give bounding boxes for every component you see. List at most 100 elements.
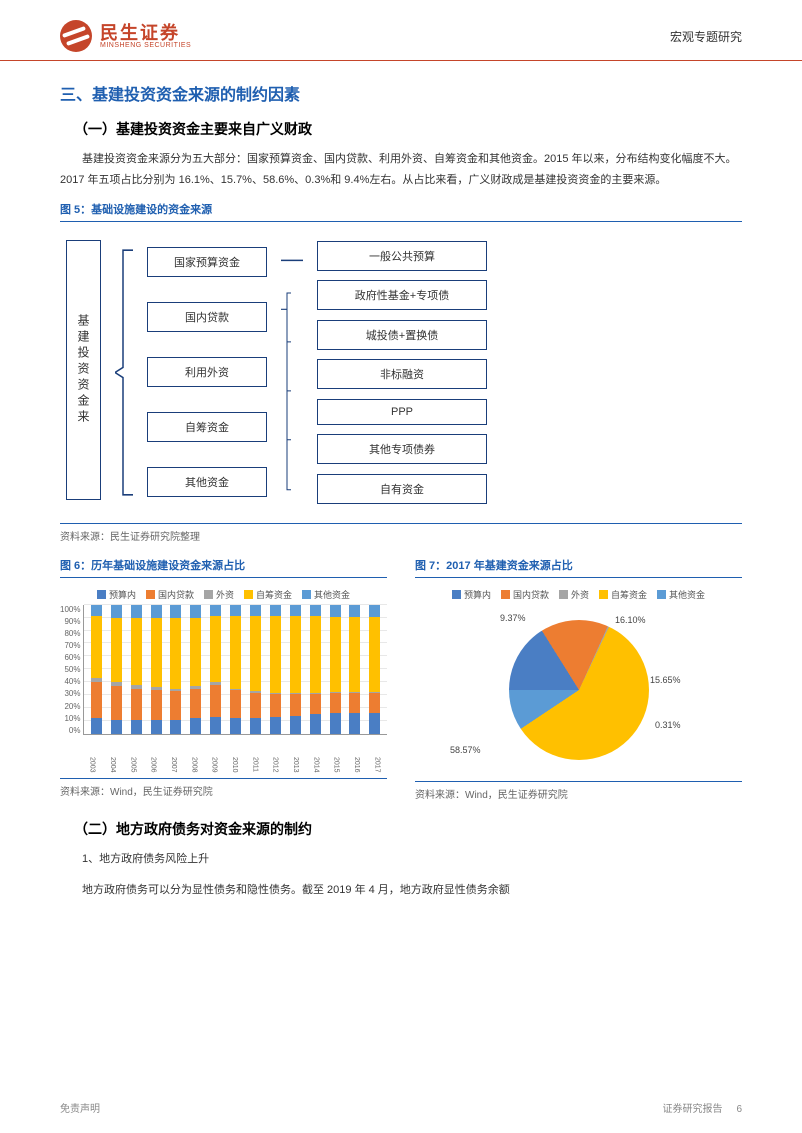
bar-segment	[270, 717, 281, 734]
diagram-mid-node: 国家预算资金	[147, 247, 267, 277]
stacked-bar	[91, 605, 102, 734]
stacked-bar	[369, 605, 380, 734]
x-tick: 2009	[211, 757, 218, 773]
bar-segment	[310, 616, 321, 692]
bar-segment	[210, 717, 221, 734]
bar-segment	[230, 605, 241, 617]
section-title: 三、基建投资资金来源的制约因素	[60, 81, 742, 105]
y-tick: 80%	[60, 629, 80, 638]
bar-segment	[91, 718, 102, 733]
figure-7: 图 7：2017 年基建资金来源占比 预算内国内贷款外资自筹资金其他资金 16.…	[415, 557, 742, 801]
diagram-right-column: 一般公共预算政府性基金+专项债城投债+置换债非标融资PPP其他专项债券自有资金	[317, 240, 487, 505]
legend-swatch	[559, 590, 568, 599]
bar-segment	[210, 685, 221, 717]
diagram-right-node: 非标融资	[317, 359, 487, 389]
page-header: 民生证券 MINSHENG SECURITIES 宏观专题研究	[0, 0, 802, 61]
legend-swatch	[302, 590, 311, 599]
bar-segment	[330, 713, 341, 734]
bar-segment	[151, 690, 162, 720]
y-tick: 40%	[60, 677, 80, 686]
stacked-bar	[151, 605, 162, 734]
bar-segment	[349, 693, 360, 714]
y-tick: 90%	[60, 617, 80, 626]
legend-item: 外资	[559, 588, 589, 601]
bar-segment	[330, 617, 341, 692]
footer-report-type: 证券研究报告	[663, 1104, 723, 1115]
y-tick: 30%	[60, 689, 80, 698]
bar-segment	[270, 694, 281, 717]
pie-label: 15.65%	[650, 675, 681, 685]
pie-label: 16.10%	[615, 615, 646, 625]
bar-segment	[170, 691, 181, 719]
legend-label: 国内贷款	[158, 588, 194, 601]
bar-segment	[330, 693, 341, 714]
legend-item: 预算内	[452, 588, 491, 601]
legend-label: 自筹资金	[611, 588, 647, 601]
bracket-left	[115, 240, 133, 505]
legend-swatch	[599, 590, 608, 599]
legend-item: 自筹资金	[599, 588, 647, 601]
legend-swatch	[244, 590, 253, 599]
diagram-mid-node: 其他资金	[147, 467, 267, 497]
stacked-bar	[330, 605, 341, 734]
legend-swatch	[97, 590, 106, 599]
diagram-right-node: 其他专项债券	[317, 434, 487, 464]
legend-label: 外资	[216, 588, 234, 601]
pie-label: 0.31%	[655, 720, 681, 730]
bar-segment	[349, 605, 360, 617]
bar-segment	[131, 720, 142, 734]
diagram-right-node: 一般公共预算	[317, 241, 487, 271]
figure-6-legend: 预算内 国内贷款 外资自筹资金 其他资金	[60, 588, 387, 601]
x-tick: 2004	[109, 757, 116, 773]
legend-swatch	[501, 590, 510, 599]
bar-segment	[131, 689, 142, 720]
bar-segment	[330, 605, 341, 617]
diagram-mid-node: 自筹资金	[147, 412, 267, 442]
bar-segment	[349, 617, 360, 692]
footer-disclaimer: 免责声明	[60, 1100, 100, 1115]
bar-segment	[111, 605, 122, 618]
figure-5-source: 资料来源：民生证券研究院整理	[60, 523, 742, 543]
figure-7-title: 图 7：2017 年基建资金来源占比	[415, 557, 742, 578]
figure-5-title: 图 5：基础设施建设的资金来源	[60, 201, 742, 222]
stacked-bar	[111, 605, 122, 734]
bar-segment	[131, 618, 142, 685]
stacked-bar	[250, 605, 261, 734]
x-tick: 2007	[170, 757, 177, 773]
legend-item: 预算内	[97, 588, 136, 601]
stacked-bar	[290, 605, 301, 734]
bar-segment	[230, 718, 241, 733]
legend-label: 其他资金	[314, 588, 350, 601]
legend-label: 预算内	[109, 588, 136, 601]
figure-6-source: 资料来源：Wind，民生证券研究院	[60, 778, 387, 798]
x-tick: 2012	[272, 757, 279, 773]
bar-segment	[131, 605, 142, 618]
figure-6: 图 6：历年基础设施建设资金来源占比 预算内国内贷款外资自筹资金其他资金 100…	[60, 557, 387, 801]
page-footer: 免责声明 证券研究报告 6	[0, 1100, 802, 1115]
legend-label: 国内贷款	[513, 588, 549, 601]
diagram-mid-node: 利用外资	[147, 357, 267, 387]
bar-segment	[190, 618, 201, 686]
figure-6-title: 图 6：历年基础设施建设资金来源占比	[60, 557, 387, 578]
legend-item: 自筹资金	[244, 588, 292, 601]
bar-segment	[170, 605, 181, 618]
logo-icon	[60, 20, 92, 52]
bar-segment	[310, 605, 321, 617]
figure-6-plot	[83, 605, 387, 735]
stacked-bar	[349, 605, 360, 734]
x-tick: 2010	[231, 757, 238, 773]
stacked-bar	[170, 605, 181, 734]
stacked-bar	[131, 605, 142, 734]
header-category: 宏观专题研究	[670, 28, 742, 45]
stacked-bar	[270, 605, 281, 734]
diagram-right-node: 政府性基金+专项债	[317, 280, 487, 310]
bar-segment	[270, 605, 281, 617]
bar-segment	[290, 716, 301, 734]
bar-segment	[369, 693, 380, 713]
x-tick: 2014	[312, 757, 319, 773]
bar-segment	[91, 682, 102, 718]
company-name-cn: 民生证券	[100, 24, 191, 42]
figure-7-legend: 预算内国内贷款外资自筹资金其他资金	[415, 588, 742, 601]
bar-segment	[151, 605, 162, 618]
stacked-bar	[190, 605, 201, 734]
